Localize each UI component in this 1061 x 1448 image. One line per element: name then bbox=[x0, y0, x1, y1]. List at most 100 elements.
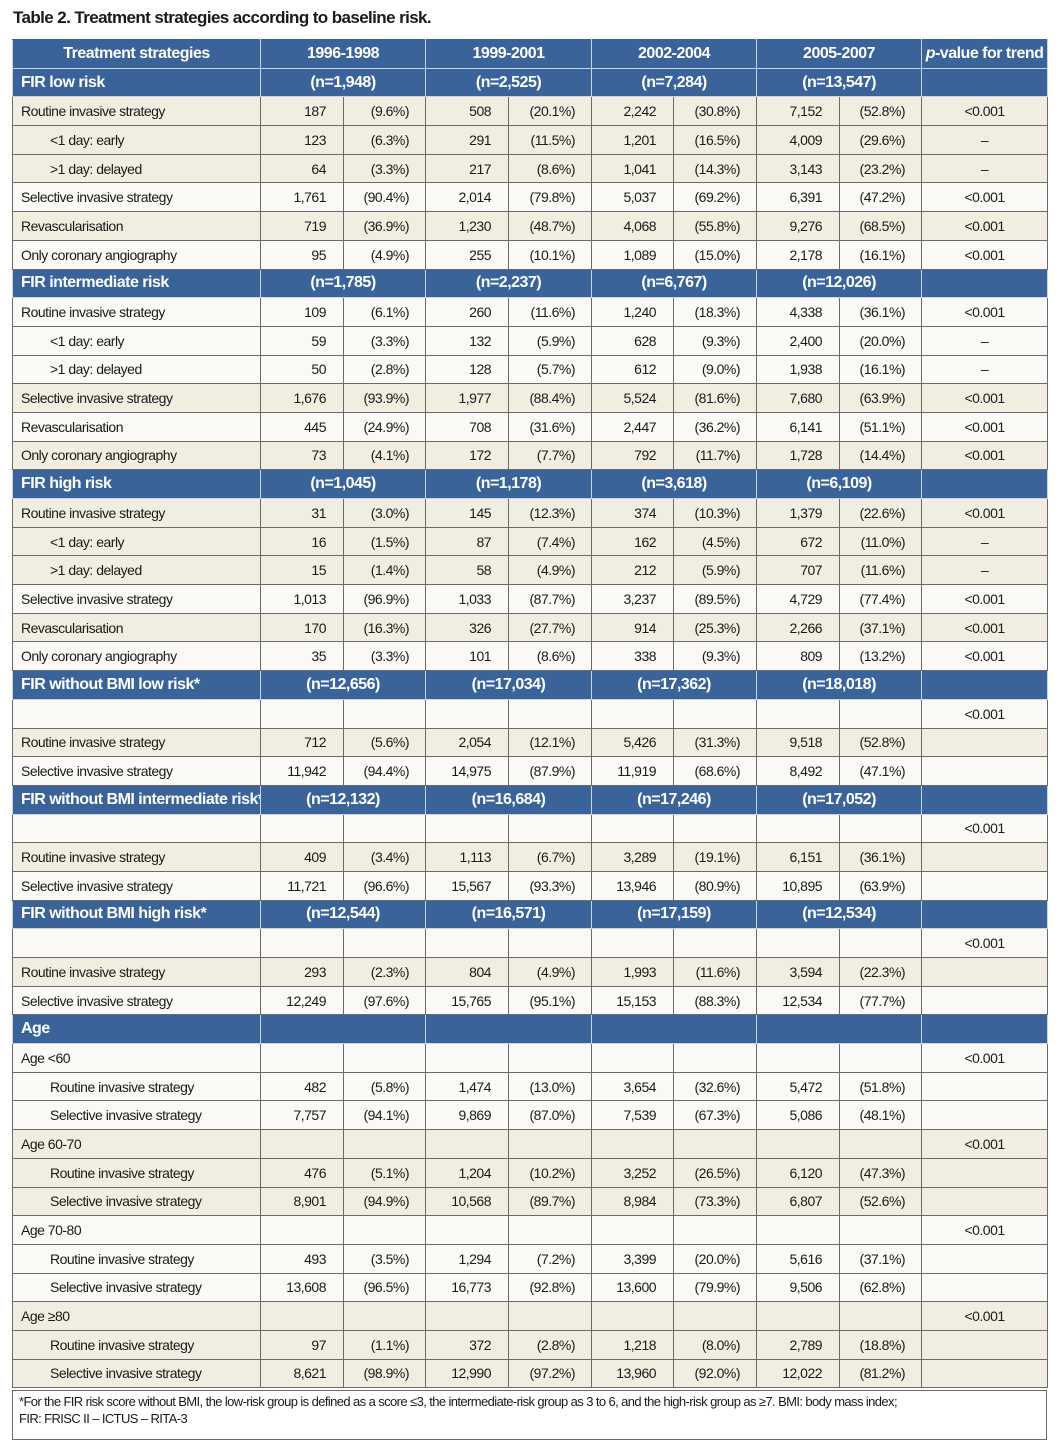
count-cell: 291 bbox=[425, 125, 510, 155]
percent-cell: (13.0%) bbox=[508, 1071, 593, 1102]
row-label: Only coronary angiography bbox=[12, 239, 261, 270]
section-sample-size: (n=16,684) bbox=[425, 784, 593, 815]
percent-cell: (11.6%) bbox=[839, 555, 923, 586]
row-label: Routine invasive strategy bbox=[12, 727, 261, 758]
table-row: Age ≥80 <0.001 bbox=[12, 1301, 1049, 1331]
table-row: Routine invasive strategy 187 (9.6%) 508 (20… bbox=[12, 96, 1049, 127]
p-value-cell: – bbox=[921, 125, 1049, 155]
p-value-cell bbox=[921, 1157, 1049, 1188]
percent-cell: (87.0%) bbox=[508, 1100, 593, 1131]
percent-cell: (29.6%) bbox=[839, 125, 923, 155]
percent-cell: (4.9%) bbox=[342, 239, 427, 270]
count-cell: 4,009 bbox=[756, 125, 841, 155]
count-cell: 409 bbox=[260, 842, 344, 872]
percent-cell: (5.9%) bbox=[673, 555, 758, 586]
table-row: Selective invasive strategy 12,249 (97.6%)… bbox=[12, 985, 1049, 1016]
count-cell: 8,901 bbox=[260, 1186, 344, 1217]
count-cell: 1,474 bbox=[425, 1071, 510, 1102]
percent-cell bbox=[839, 1043, 923, 1073]
count-cell bbox=[756, 1129, 841, 1159]
table-row: Only coronary angiography 73 (4.1%) 172 (7.7… bbox=[12, 440, 1049, 471]
count-cell: 11,721 bbox=[260, 870, 344, 901]
count-cell: 3,143 bbox=[756, 153, 841, 184]
count-cell bbox=[591, 1301, 675, 1331]
row-label: >1 day: delayed bbox=[12, 555, 261, 586]
percent-cell: (77.7%) bbox=[839, 985, 923, 1016]
count-cell: 162 bbox=[591, 526, 675, 557]
percent-cell: (5.8%) bbox=[342, 1071, 427, 1102]
p-value-cell bbox=[921, 985, 1049, 1016]
percent-cell: (48.7%) bbox=[508, 211, 593, 241]
count-cell: 13,608 bbox=[260, 1272, 344, 1303]
section-sample-size: (n=1,178) bbox=[425, 469, 593, 499]
count-cell: 123 bbox=[260, 125, 344, 155]
count-cell: 73 bbox=[260, 440, 344, 471]
percent-cell: (36.1%) bbox=[839, 297, 923, 327]
percent-cell: (22.3%) bbox=[839, 957, 923, 987]
table-row: Revascularisation 445 (24.9%) 708 (31.6%) 2,4… bbox=[12, 411, 1049, 442]
section-sample-size: (n=3,618) bbox=[591, 469, 758, 499]
section-sample-size: (n=12,534) bbox=[756, 899, 923, 930]
section-title: FIR low risk bbox=[12, 67, 261, 98]
table-row: Revascularisation 719 (36.9%) 1,230 (48.7%) 4… bbox=[12, 211, 1049, 241]
percent-cell: (19.1%) bbox=[673, 842, 758, 872]
count-cell: 612 bbox=[591, 354, 675, 385]
table-row: <1 day: early 123 (6.3%) 291 (11.5%) 1,201 (16… bbox=[12, 125, 1049, 155]
percent-cell bbox=[508, 1215, 593, 1245]
count-cell: 13,600 bbox=[591, 1272, 675, 1303]
count-cell: 58 bbox=[425, 555, 510, 586]
percent-cell bbox=[508, 1129, 593, 1159]
percent-cell: (67.3%) bbox=[673, 1100, 758, 1131]
percent-cell: (10.3%) bbox=[673, 498, 758, 528]
percent-cell: (63.9%) bbox=[839, 870, 923, 901]
count-cell: 1,201 bbox=[591, 125, 675, 155]
count-cell bbox=[260, 1129, 344, 1159]
percent-cell: (62.8%) bbox=[839, 1272, 923, 1303]
percent-cell: (18.3%) bbox=[673, 297, 758, 327]
count-cell: 3,289 bbox=[591, 842, 675, 872]
p-value-cell: <0.001 bbox=[921, 928, 1049, 958]
count-cell: 792 bbox=[591, 440, 675, 471]
percent-cell: (8.6%) bbox=[508, 641, 593, 672]
footnote-line-1: *For the FIR risk score without BMI, the… bbox=[19, 1394, 898, 1409]
header-treatment-strategies: Treatment strategies bbox=[12, 39, 261, 69]
row-label: Selective invasive strategy bbox=[12, 1358, 261, 1389]
p-value-cell: – bbox=[921, 354, 1049, 385]
count-cell: 31 bbox=[260, 498, 344, 528]
count-cell bbox=[425, 698, 510, 729]
count-cell: 372 bbox=[425, 1329, 510, 1360]
count-cell: 6,120 bbox=[756, 1157, 841, 1188]
treatment-strategies-table: Treatment strategies 1996-1998 1999-2001… bbox=[12, 39, 1049, 1389]
percent-cell: (97.6%) bbox=[342, 985, 427, 1016]
percent-cell bbox=[342, 1043, 427, 1073]
count-cell bbox=[756, 928, 841, 958]
count-cell bbox=[260, 928, 344, 958]
count-cell: 16 bbox=[260, 526, 344, 557]
percent-cell: (5.1%) bbox=[342, 1157, 427, 1188]
p-value-cell: <0.001 bbox=[921, 698, 1049, 729]
header-2002-2004: 2002-2004 bbox=[591, 39, 758, 69]
row-label bbox=[12, 928, 261, 958]
percent-cell bbox=[673, 1129, 758, 1159]
section-sample-size: (n=12,656) bbox=[259, 670, 427, 700]
footnote: *For the FIR risk score without BMI, the… bbox=[12, 1390, 1047, 1440]
count-cell: 445 bbox=[260, 411, 344, 442]
row-label: Selective invasive strategy bbox=[12, 985, 261, 1016]
percent-cell: (3.3%) bbox=[342, 641, 427, 672]
table-row: Selective invasive strategy 8,901 (94.9%) 1… bbox=[12, 1186, 1049, 1217]
percent-cell: (73.3%) bbox=[673, 1186, 758, 1217]
p-value-cell bbox=[921, 1186, 1049, 1217]
table-row: Routine invasive strategy 482 (5.8%) 1,474(… bbox=[12, 1071, 1049, 1102]
section-sample-size: (n=12,132) bbox=[259, 784, 427, 815]
count-cell: 8,621 bbox=[260, 1358, 344, 1389]
p-value-cell bbox=[921, 1329, 1049, 1360]
table-row: Routine invasive strategy 409 (3.4%) 1,113(… bbox=[12, 842, 1049, 872]
percent-cell bbox=[839, 928, 923, 958]
percent-cell: (12.3%) bbox=[508, 498, 593, 528]
count-cell: 1,089 bbox=[591, 239, 675, 270]
percent-cell: (90.4%) bbox=[342, 182, 427, 213]
count-cell: 1,204 bbox=[425, 1157, 510, 1188]
percent-cell: (69.2%) bbox=[673, 182, 758, 213]
count-cell: 5,086 bbox=[756, 1100, 841, 1131]
count-cell: 7,680 bbox=[756, 383, 841, 413]
